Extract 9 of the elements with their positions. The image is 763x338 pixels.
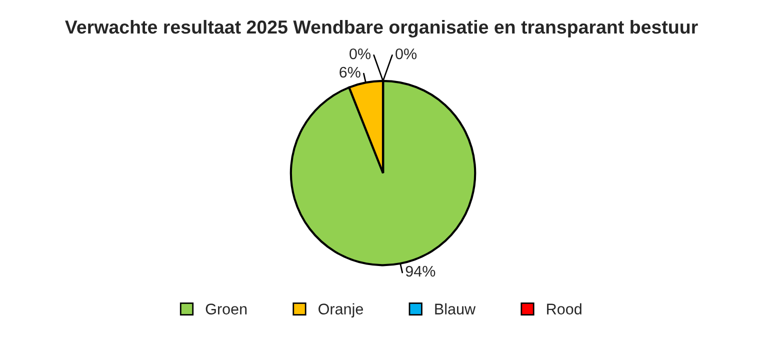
- chart-title: Verwachte resultaat 2025 Wendbare organisatie en transparant bestuur: [65, 20, 698, 38]
- legend-label: Groen: [206, 304, 247, 314]
- legend-label: Blauw: [435, 303, 476, 314]
- text: 0%: [350, 48, 371, 60]
- legend-label: Rood: [547, 303, 582, 314]
- data-label: 6%: [340, 66, 360, 78]
- text: 0%: [396, 48, 417, 60]
- data-label: 94%: [406, 266, 436, 277]
- legend-label: Oranje: [318, 303, 363, 318]
